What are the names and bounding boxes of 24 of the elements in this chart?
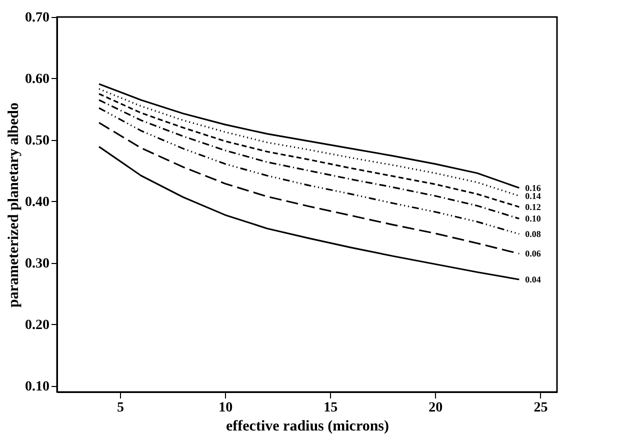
y-tick-label: 0.20 [25, 318, 50, 333]
x-tick-label: 20 [428, 400, 443, 416]
y-tick-label: 0.40 [25, 194, 50, 210]
line-series [98, 122, 520, 254]
series-label: 0.16 [525, 182, 542, 193]
series-label: 0.12 [525, 202, 542, 212]
y-tick-label: 0.50 [25, 133, 50, 148]
x-tick-label: 25 [534, 400, 548, 416]
series-label: 0.10 [525, 214, 542, 224]
series-label: 0.06 [525, 248, 542, 259]
y-tick-label: 0.70 [25, 10, 50, 26]
line-series [98, 146, 520, 280]
series-label: 0.08 [525, 229, 542, 240]
x-tick-label: 5 [117, 400, 124, 416]
y-tick-label: 0.60 [25, 72, 50, 87]
x-tick-label: 15 [324, 400, 338, 416]
series-label: 0.04 [525, 274, 542, 284]
y-tick-label: 0.10 [25, 379, 50, 394]
y-axis-title: parameterized planetary albedo [6, 102, 22, 308]
x-tick-label: 10 [218, 400, 233, 416]
line-series [98, 107, 520, 235]
y-tick-label: 0.30 [25, 256, 50, 272]
x-axis-title: effective radius (microns) [226, 418, 390, 434]
series-label: 0.14 [525, 190, 542, 201]
